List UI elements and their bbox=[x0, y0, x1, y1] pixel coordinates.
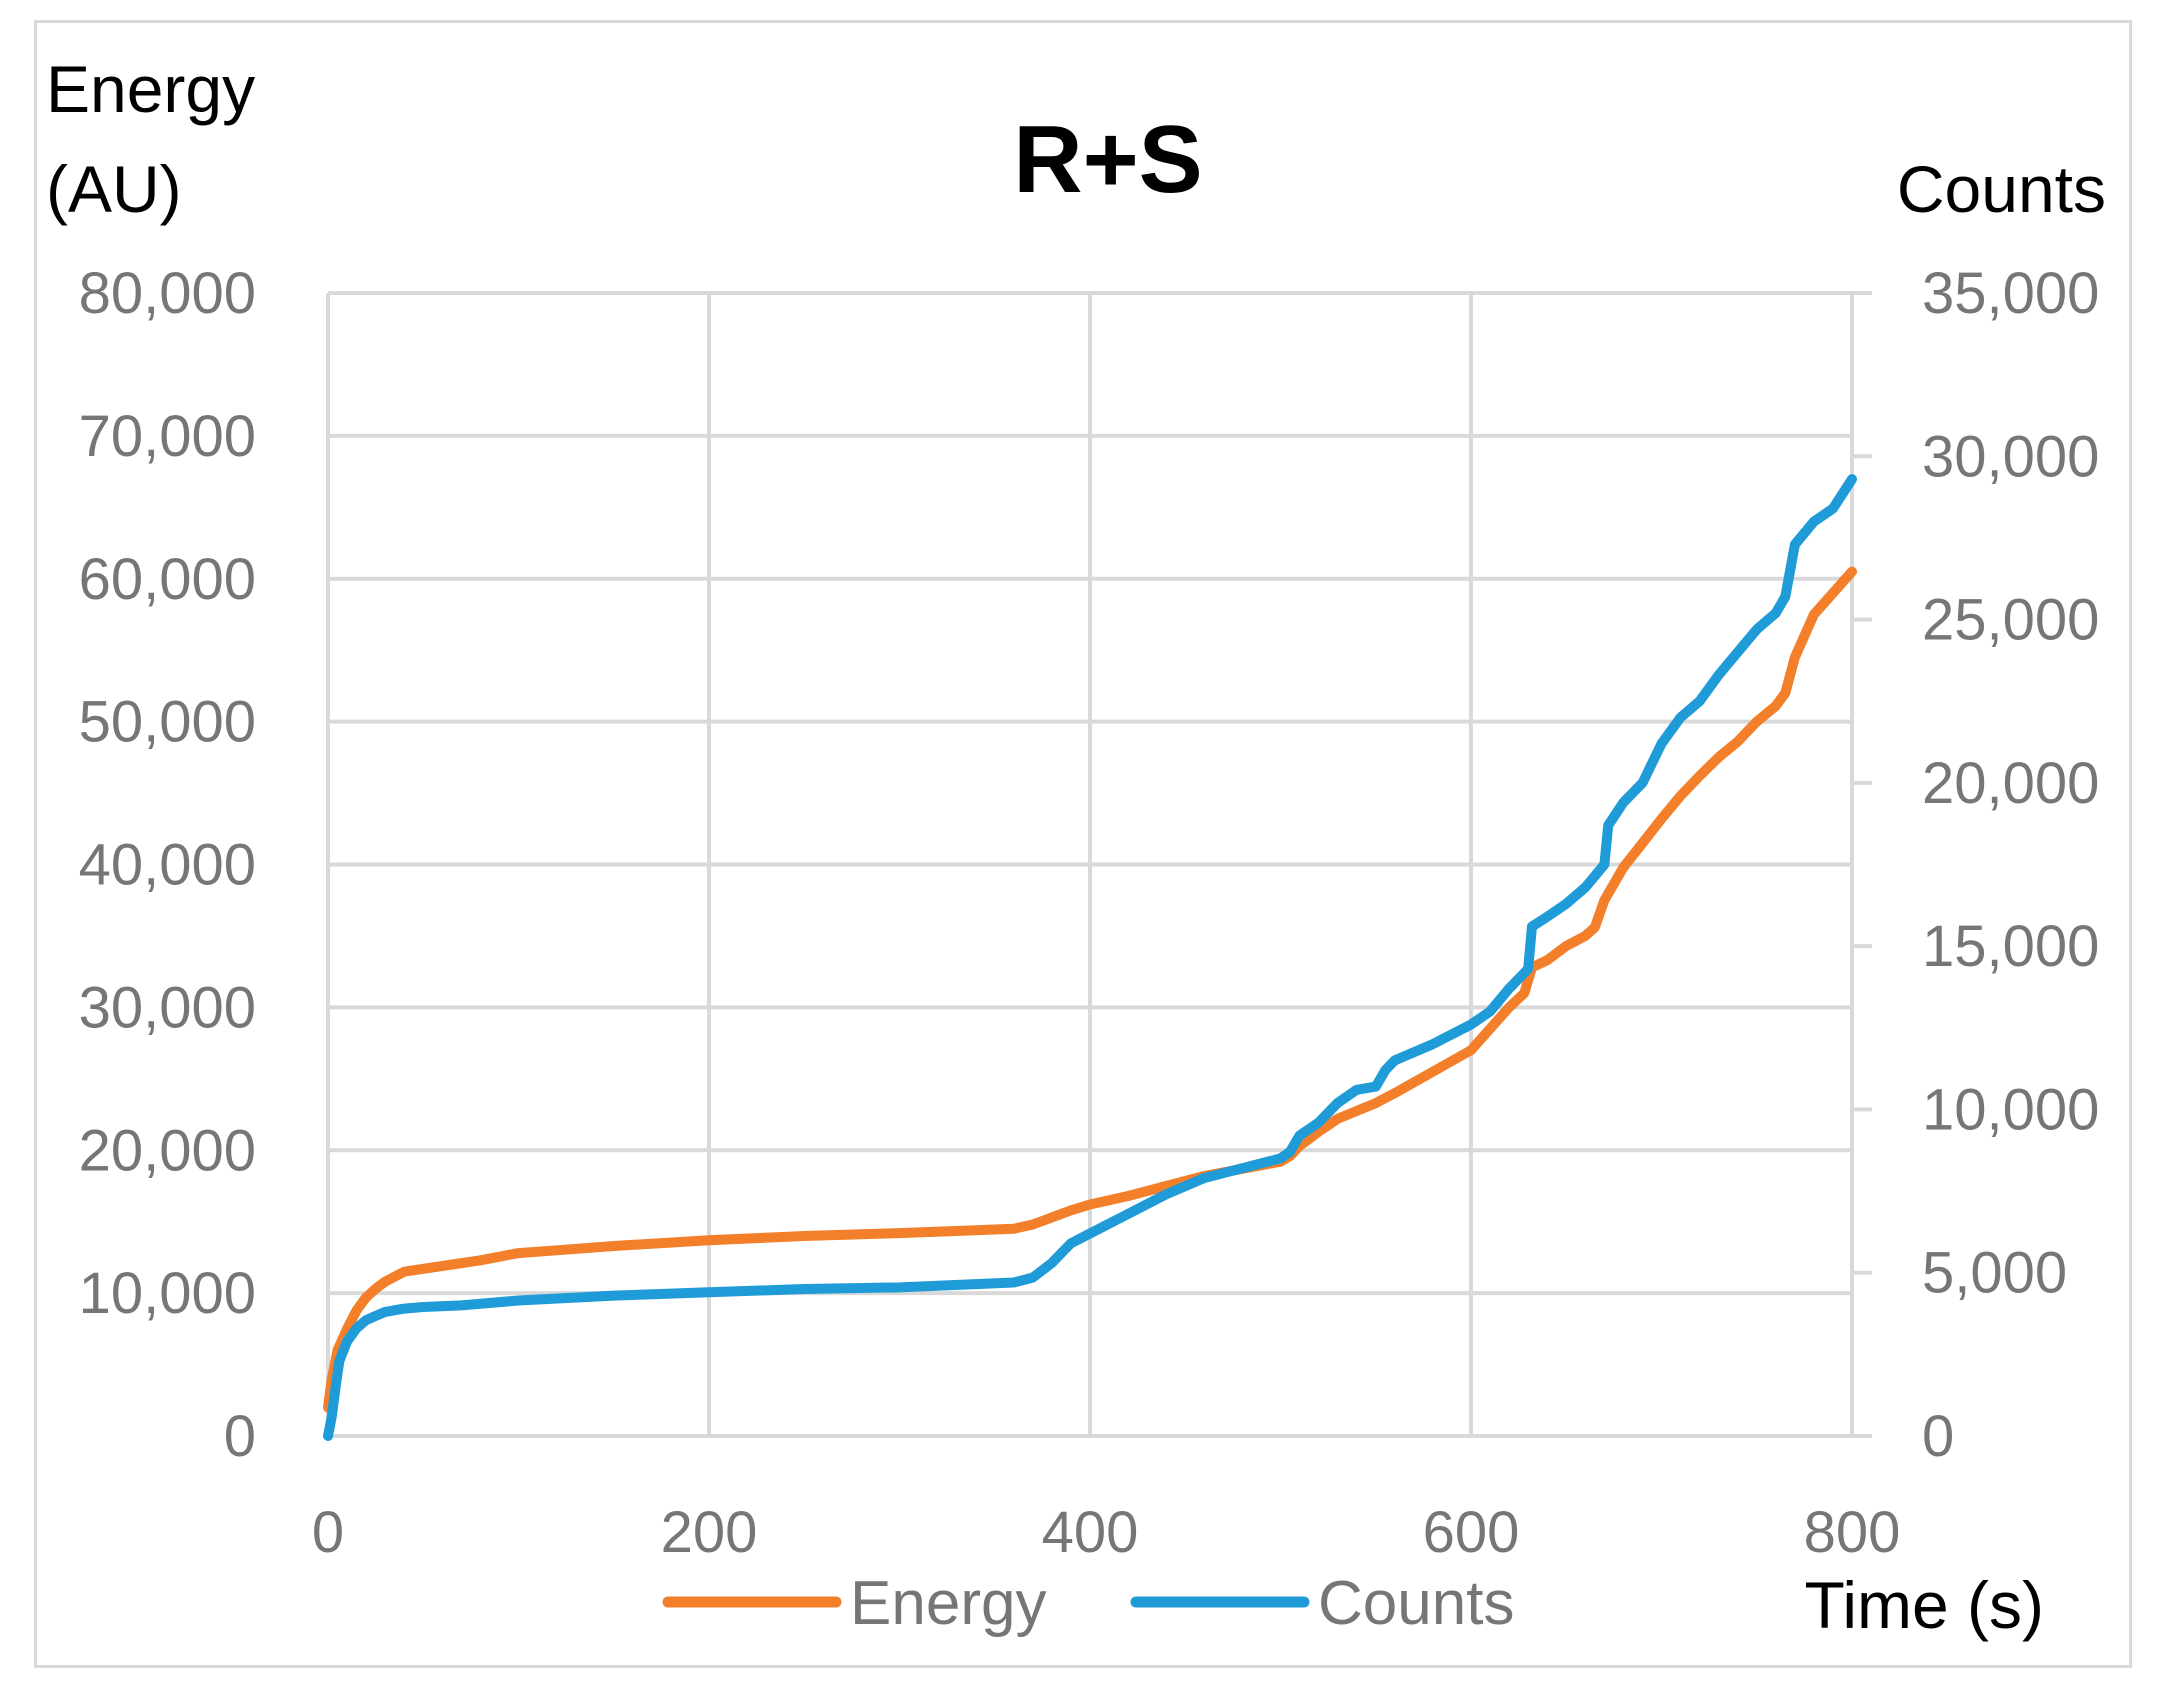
legend-label-energy: Energy bbox=[850, 1569, 1046, 1638]
x-axis-title: Time (s) bbox=[1804, 1568, 2044, 1642]
y-left-tick-label: 80,000 bbox=[79, 261, 256, 326]
y-axis-left-title-line2: (AU) bbox=[46, 152, 182, 226]
y-right-tick-label: 10,000 bbox=[1922, 1077, 2099, 1142]
y-left-tick-label: 40,000 bbox=[79, 833, 256, 898]
y-left-tick-label: 50,000 bbox=[79, 690, 256, 755]
series-line-energy bbox=[323, 566, 1857, 1413]
y-left-tick-label: 20,000 bbox=[79, 1118, 256, 1183]
y-right-tick-label: 25,000 bbox=[1922, 588, 2099, 653]
series-line-counts bbox=[323, 474, 1857, 1441]
y-left-tick-label: 10,000 bbox=[79, 1261, 256, 1326]
x-tick-label: 0 bbox=[312, 1500, 344, 1565]
y-left-tick-label: 60,000 bbox=[79, 547, 256, 612]
y-right-tick-label: 15,000 bbox=[1922, 914, 2099, 979]
legend-label-counts: Counts bbox=[1318, 1569, 1514, 1638]
x-tick-label: 800 bbox=[1804, 1500, 1901, 1565]
axes: 0 10,000 20,000 30,000 40,000 50,000 60,000 70,… bbox=[79, 261, 2100, 1565]
y-right-tick-label: 35,000 bbox=[1922, 261, 2099, 326]
y-axis-left-title-line1: Energy bbox=[46, 52, 255, 126]
y-axis-right-title: Counts bbox=[1897, 152, 2106, 226]
x-tick-label: 600 bbox=[1423, 1500, 1520, 1565]
y-right-tick-label: 30,000 bbox=[1922, 424, 2099, 489]
x-tick-label: 200 bbox=[661, 1500, 758, 1565]
x-tick-label: 400 bbox=[1042, 1500, 1139, 1565]
y-left-tick-label: 70,000 bbox=[79, 404, 256, 469]
y-right-tick-label: 5,000 bbox=[1922, 1241, 2067, 1306]
y-left-tick-label: 0 bbox=[224, 1404, 256, 1469]
y-right-tick-label: 0 bbox=[1922, 1404, 1954, 1469]
y-right-tick-label: 20,000 bbox=[1922, 751, 2099, 816]
y-left-tick-label: 30,000 bbox=[79, 975, 256, 1040]
legend: Energy Counts bbox=[662, 1569, 1514, 1638]
chart-title: R+S bbox=[1013, 106, 1202, 213]
series-lines bbox=[323, 474, 1857, 1441]
